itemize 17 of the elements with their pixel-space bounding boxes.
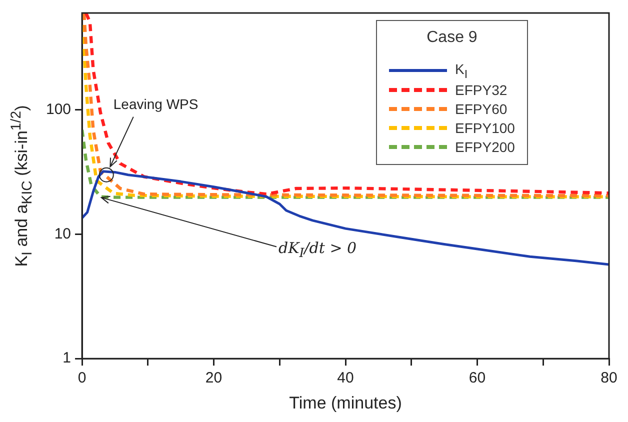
x-tick-label: 80 (600, 370, 618, 387)
legend-label: K$_{I}$ (455, 60, 468, 80)
legend-title: Case 9 (426, 29, 478, 47)
x-tick-label: 20 (205, 370, 222, 387)
legend-label: EFPY60 (455, 100, 508, 116)
annotation: Leaving WPS (113, 96, 198, 112)
y-tick-label: 100 (46, 100, 72, 118)
legend-label: EFPY100 (455, 120, 515, 136)
x-tick-label: 60 (468, 370, 486, 387)
x-tick-label: 40 (337, 370, 354, 387)
x-tick-label: 0 (78, 370, 86, 387)
legend-label: EFPY32 (455, 82, 508, 98)
annotation: dK$_{I}$/dt > 0 (278, 238, 357, 260)
x-axis-title: Time (minutes) (289, 393, 402, 412)
legend-label: EFPY200 (455, 138, 515, 154)
y-tick-label: 10 (54, 225, 72, 242)
y-tick-label: 1 (62, 350, 72, 367)
